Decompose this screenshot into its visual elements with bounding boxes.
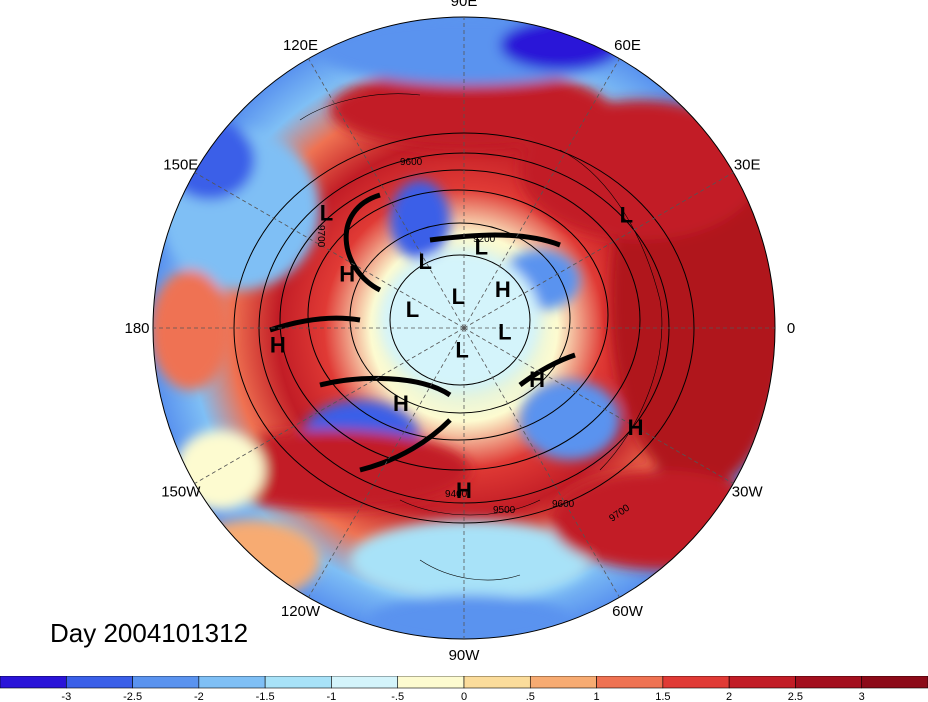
polar-map: 90E 60E 30E 0 30W 60W 90W 120W 150W 180 150E 120E L…	[124, 0, 795, 664]
longitude-labels: 90E 60E 30E 0 30W 60W 90W 120W 150W 180 150E 120E	[124, 0, 795, 664]
colorbar-tick-label: 3	[859, 691, 865, 702]
colorbar-box	[331, 676, 399, 689]
colorbar-box	[397, 676, 465, 689]
high-pressure-label: H	[393, 391, 409, 416]
colorbar-box	[132, 676, 200, 689]
colorbar-tick-label: .5	[526, 691, 535, 702]
map-title: Day 2004101312	[50, 618, 249, 648]
colorbar-tick-label: 2	[726, 691, 732, 702]
colorbar-box	[65, 676, 133, 689]
colorbar-box	[861, 676, 928, 689]
longitude-label: 90E	[451, 0, 478, 10]
colorbar-box	[264, 676, 332, 689]
longitude-label: 90W	[449, 647, 481, 664]
longitude-label: 150W	[161, 484, 201, 501]
colorbar-tick-label: 2.5	[788, 691, 803, 702]
meridian-line	[194, 172, 465, 329]
colorbar-tick-label: 0	[461, 691, 467, 702]
colorbar-tick-label: -.5	[391, 691, 404, 702]
longitude-label: 150E	[163, 157, 198, 174]
colorbar-tick-label: -2	[194, 691, 204, 702]
meridian-line	[463, 327, 620, 598]
longitude-label: 120E	[283, 37, 318, 54]
high-pressure-label: H	[495, 277, 511, 302]
low-pressure-label: L	[452, 284, 465, 309]
longitude-label: 60E	[614, 37, 641, 54]
longitude-label: 30W	[732, 484, 764, 501]
graticule	[153, 17, 775, 639]
longitude-label: 0	[787, 320, 795, 337]
low-pressure-label: L	[455, 338, 468, 363]
longitude-label: 30E	[734, 157, 761, 174]
colorbar: -3 -2.5 -2 -1.5 -1 -.5 0 .5 1 1.5 2 2.5 3	[0, 676, 928, 702]
low-pressure-label: L	[406, 297, 419, 322]
colorbar-box	[198, 676, 266, 689]
colorbar-box	[728, 676, 796, 689]
high-pressure-label: H	[270, 332, 286, 357]
meridian-line	[463, 172, 734, 329]
contour-label: 9500	[493, 505, 516, 516]
colorbar-box	[0, 676, 67, 689]
colorbar-tick-label: -2.5	[123, 691, 142, 702]
contour-label: 9400	[445, 489, 468, 500]
colorbar-box	[795, 676, 863, 689]
colorbar-box	[463, 676, 531, 689]
meridian-line	[463, 327, 734, 484]
longitude-label: 180	[124, 320, 149, 337]
low-pressure-label: L	[418, 249, 431, 274]
low-pressure-label: L	[498, 320, 511, 345]
meridian-line	[308, 327, 465, 598]
colorbar-tick-label: -1	[327, 691, 337, 702]
meridian-line	[194, 327, 465, 484]
meridian-line	[463, 58, 620, 329]
colorbar-tick-label: 1.5	[655, 691, 670, 702]
low-pressure-label: L	[320, 201, 333, 226]
colorbar-tick-label: -1.5	[256, 691, 275, 702]
longitude-label: 120W	[281, 603, 321, 620]
contour-label: 9600	[400, 157, 423, 168]
colorbar-tick-label: -3	[61, 691, 71, 702]
low-pressure-label: L	[620, 202, 633, 227]
colorbar-box	[596, 676, 664, 689]
anomaly-field	[153, 17, 775, 639]
meridian-line	[308, 58, 465, 329]
colorbar-tick-label: 1	[594, 691, 600, 702]
colorbar-box	[529, 676, 597, 689]
colorbar-box	[662, 676, 730, 689]
high-pressure-label: H	[628, 415, 644, 440]
contour-label: 9200	[473, 234, 496, 245]
high-pressure-label: H	[456, 478, 472, 503]
high-pressure-label: H	[339, 262, 355, 287]
contour-label: 9600	[552, 499, 575, 510]
high-pressure-label: H	[529, 367, 545, 392]
contour-label: 9700	[315, 225, 326, 248]
longitude-label: 60W	[612, 603, 644, 620]
low-pressure-label: L	[475, 235, 488, 260]
